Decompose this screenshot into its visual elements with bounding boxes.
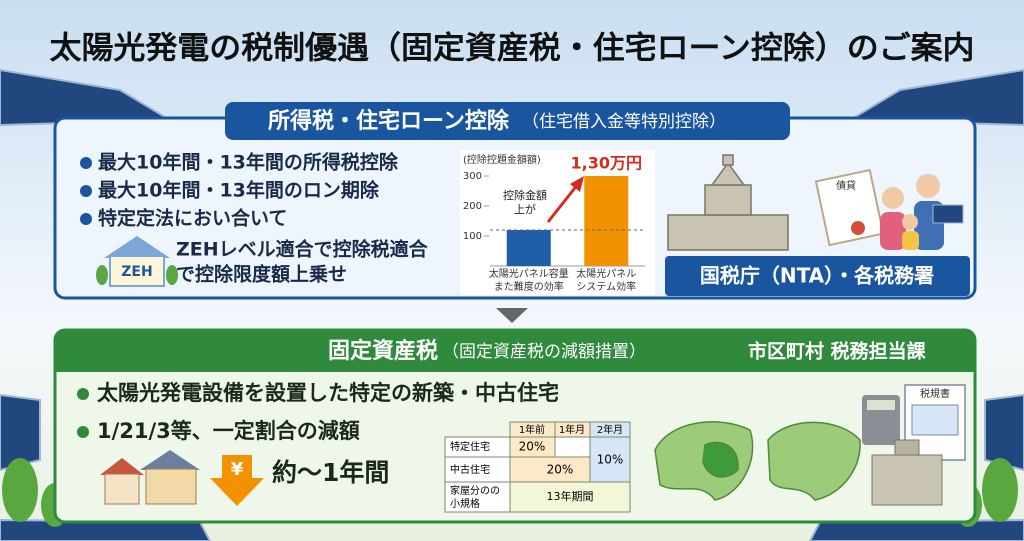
table-row-label: 家屋分のの	[450, 484, 500, 497]
property-bullet: 1/21/3等、一定割合の減額	[97, 419, 360, 443]
property-bullet: 太陽光発電設備を設置した特定の新築・中古住宅	[97, 381, 559, 405]
table-cell: 13年期間	[547, 489, 594, 503]
table-row-label: 中古住宅	[450, 463, 490, 476]
property-tax-header	[55, 330, 975, 372]
agency-label: 国税庁（NTA）・各税務署	[700, 264, 934, 288]
property-tax-heading-note: （固定資産税の減額措置）	[442, 342, 646, 362]
houses-icon	[100, 450, 200, 505]
x-tick-label: また難度の効率	[494, 280, 564, 293]
tax-document-icon	[904, 384, 966, 461]
yen-symbol: ¥	[231, 459, 244, 480]
document-label: 税規書	[920, 387, 950, 400]
income-bullet: 最大10年間・13年間の所得税控除	[98, 151, 399, 174]
y-tick-label: 200	[463, 201, 482, 212]
income-tax-header	[225, 102, 790, 140]
calculator-icon	[862, 395, 900, 445]
x-tick-label: システム効率	[576, 280, 636, 293]
table-header: 2年月	[597, 423, 623, 436]
deduction-chart: (控除控題金額額) 100 200 300 太陽光パネル容量また難度の効率太陽光パネルシ…	[460, 150, 655, 295]
office-building-icon	[871, 439, 943, 506]
zeh-label: ZEH	[121, 264, 152, 280]
bullet-dots	[77, 388, 89, 438]
agency-bar	[665, 256, 970, 296]
chart-annotation: 1,30万円	[571, 154, 642, 173]
table-row-label: 特定住宅	[450, 440, 490, 453]
certificate-icon	[814, 168, 885, 247]
income-tax-heading-note: （住宅借入金等特別控除）	[522, 112, 726, 132]
table-header: 1年前	[519, 423, 545, 436]
trend-arrowhead	[570, 176, 584, 192]
zeh-house-icon	[96, 236, 178, 287]
chart-callout: 控除金額	[503, 188, 547, 202]
bullet-dots	[80, 157, 92, 225]
tax-office: 市区町村 税務担当課	[748, 340, 927, 363]
down-arrow	[496, 308, 528, 323]
income-tax-heading: 所得税・住宅ローン控除	[268, 108, 510, 134]
chart-title: (控除控題金額額)	[463, 153, 541, 166]
maps-icon	[654, 421, 861, 501]
zeh-text: ZEHレベル適合で控除税適合	[176, 238, 429, 261]
period-label: 約～1年間	[272, 458, 389, 487]
y-tick-label: 100	[463, 231, 482, 242]
x-tick-label: 太陽光パネル	[576, 267, 636, 280]
y-tick-label: 300	[463, 171, 482, 182]
bar	[584, 176, 629, 266]
table-cell: 20%	[519, 440, 546, 454]
zeh-text: で控除限度額上乗せ	[176, 263, 347, 286]
table-cell: 10%	[597, 453, 624, 467]
chart-callout: 上が	[514, 202, 536, 216]
certificate-label: 債貸	[836, 179, 856, 192]
page-title: 太陽光発電の税制優遇（固定資産税・住宅ローン控除）のご案内	[50, 31, 975, 67]
income-bullet: 最大10年間・13年間のロン期除	[98, 179, 380, 202]
bar	[506, 230, 551, 266]
family-icon	[880, 174, 964, 250]
trend-arrow	[546, 183, 580, 223]
table-cell: 20%	[547, 463, 574, 477]
diet-building-icon	[667, 154, 789, 251]
table-header: 1年月	[559, 423, 585, 436]
x-tick-label: 太陽光パネル容量	[489, 267, 569, 280]
yen-arrow	[210, 455, 264, 506]
table-row-label: 小規格	[450, 497, 480, 510]
income-bullet: 特定定法におい合いて	[98, 207, 287, 230]
property-tax-heading: 固定資産税	[328, 338, 438, 364]
reduction-table	[444, 421, 631, 513]
